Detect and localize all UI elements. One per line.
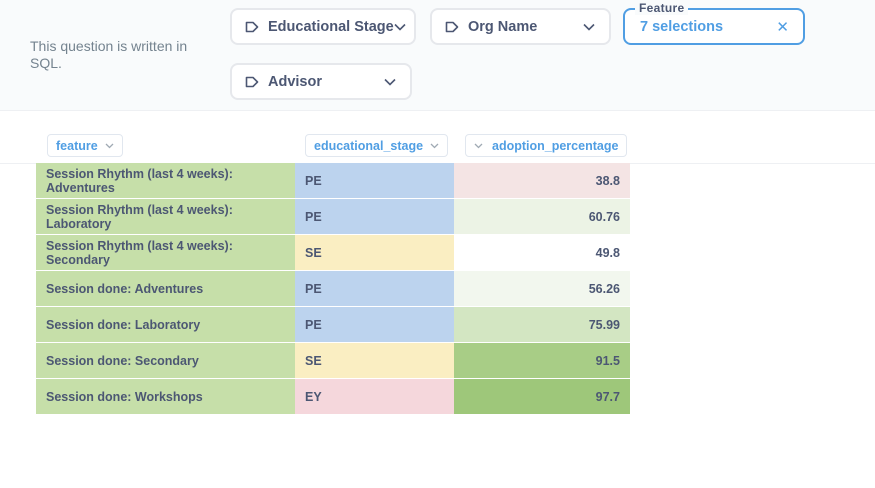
org-name-filter[interactable]: Org Name — [430, 8, 611, 45]
adoption-cell: 60.76 — [454, 199, 630, 234]
table-row[interactable]: Session done: Laboratory PE 75.99 — [36, 307, 630, 343]
feature-cell: Session done: Workshops — [36, 379, 295, 414]
chevron-down-icon — [384, 78, 396, 86]
adoption-cell: 49.8 — [454, 235, 630, 270]
chevron-down-icon — [430, 143, 439, 148]
tag-icon — [245, 21, 259, 32]
chevron-down-icon — [394, 23, 406, 31]
close-icon[interactable]: ✕ — [776, 18, 789, 36]
chevron-down-icon — [583, 23, 595, 31]
adoption-cell: 97.7 — [454, 379, 630, 414]
feature-cell: Session Rhythm (last 4 weeks): Adventure… — [36, 163, 295, 198]
table-row[interactable]: Session Rhythm (last 4 weeks): Secondary… — [36, 235, 630, 271]
feature-cell: Session Rhythm (last 4 weeks): Secondary — [36, 235, 295, 270]
stage-cell: EY — [295, 379, 454, 414]
column-header-feature[interactable]: feature — [47, 134, 123, 157]
chevron-down-icon — [474, 143, 483, 148]
feature-cell: Session done: Laboratory — [36, 307, 295, 342]
feature-cell: Session done: Adventures — [36, 271, 295, 306]
adoption-cell: 75.99 — [454, 307, 630, 342]
column-header-educational-stage[interactable]: educational_stage — [305, 134, 449, 157]
stage-cell: PE — [295, 199, 454, 234]
stage-cell: SE — [295, 343, 454, 378]
adoption-cell: 91.5 — [454, 343, 630, 378]
column-label: adoption_percentage — [492, 138, 619, 153]
tag-icon — [245, 76, 259, 87]
chevron-down-icon — [105, 143, 114, 148]
adoption-cell: 38.8 — [454, 163, 630, 198]
feature-cell: Session done: Secondary — [36, 343, 295, 378]
stage-cell: PE — [295, 163, 454, 198]
feature-filter[interactable]: Feature 7 selections ✕ — [623, 1, 805, 45]
column-header-adoption-percentage[interactable]: adoption_percentage — [465, 134, 628, 157]
filter-label: Educational Stage — [268, 18, 394, 35]
tag-icon — [445, 21, 459, 32]
filter-label: Org Name — [468, 18, 538, 35]
table-row[interactable]: Session done: Workshops EY 97.7 — [36, 379, 630, 415]
filter-value: 7 selections — [640, 18, 724, 35]
educational-stage-filter[interactable]: Educational Stage — [230, 8, 416, 45]
column-label: feature — [56, 138, 98, 153]
stage-cell: PE — [295, 271, 454, 306]
table-row[interactable]: Session Rhythm (last 4 weeks): Adventure… — [36, 163, 630, 199]
filter-bar: This question is written in SQL. Educati… — [0, 0, 875, 111]
filter-label: Advisor — [268, 73, 322, 90]
advisor-filter[interactable]: Advisor — [230, 63, 412, 100]
feature-filter-legend: Feature — [635, 1, 689, 15]
table-row[interactable]: Session done: Adventures PE 56.26 — [36, 271, 630, 307]
table-header: feature educational_stage adoption_perce… — [0, 128, 875, 164]
sql-note: This question is written in SQL. — [30, 38, 188, 71]
feature-cell: Session Rhythm (last 4 weeks): Laborator… — [36, 199, 295, 234]
stage-cell: PE — [295, 307, 454, 342]
table-row[interactable]: Session done: Secondary SE 91.5 — [36, 343, 630, 379]
column-label: educational_stage — [314, 138, 424, 153]
table-row[interactable]: Session Rhythm (last 4 weeks): Laborator… — [36, 199, 630, 235]
adoption-cell: 56.26 — [454, 271, 630, 306]
stage-cell: SE — [295, 235, 454, 270]
